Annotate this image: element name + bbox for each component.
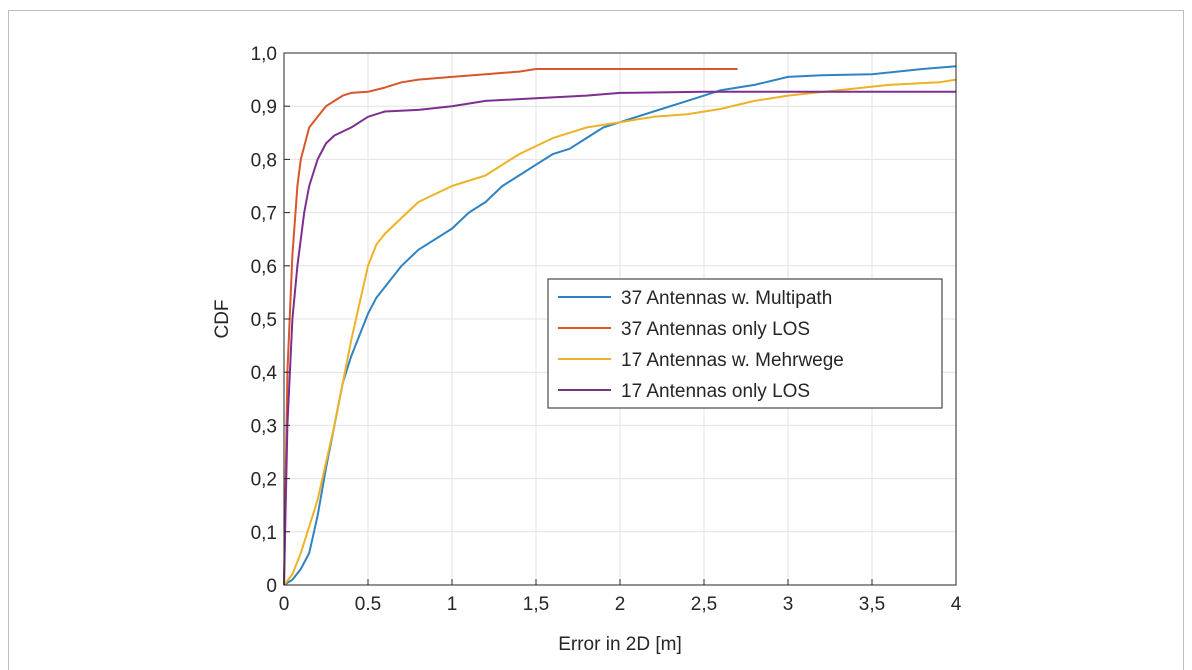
y-tick-label: 0,8 bbox=[251, 150, 277, 171]
y-tick-label: 0 bbox=[266, 576, 277, 597]
legend: 37 Antennas w. Multipath 37 Antennas only… bbox=[547, 278, 943, 409]
y-tick-label: 0,4 bbox=[251, 363, 278, 384]
x-tick-label: 1 bbox=[447, 594, 458, 615]
series-line-2 bbox=[283, 68, 738, 586]
series-line-4 bbox=[283, 90, 956, 586]
x-tick-label: 3 bbox=[783, 594, 794, 615]
legend-label: 17 Antennas w. Mehrwege bbox=[621, 350, 844, 371]
legend-label: 37 Antennas w. Multipath bbox=[621, 288, 832, 309]
figure-frame bbox=[8, 10, 1184, 670]
x-tick-label: 2 bbox=[615, 594, 626, 615]
legend-label: 37 Antennas only LOS bbox=[621, 319, 810, 340]
x-tick-label: 3,5 bbox=[859, 594, 885, 615]
x-tick-label: 1,5 bbox=[523, 594, 549, 615]
y-axis-label: CDF bbox=[212, 299, 233, 338]
x-tick-label: 4 bbox=[951, 594, 962, 615]
y-tick-label: 0,6 bbox=[251, 257, 277, 278]
y-tick-label: 0,1 bbox=[251, 523, 277, 544]
y-tick-label: 0,5 bbox=[251, 310, 277, 331]
x-tick-label: 0.5 bbox=[355, 594, 381, 615]
y-tick-label: 0,3 bbox=[251, 416, 277, 437]
legend-label: 17 Antennas only LOS bbox=[621, 381, 810, 402]
y-axis-ticks: 0 0,1 0,2 0,3 0,4 0,5 0,6 0,7 0,8 0,9 1,0 bbox=[251, 44, 290, 597]
x-axis-ticks: 0 0.5 1 1,5 2 2,5 3 3,5 4 bbox=[279, 579, 962, 615]
series-lines bbox=[283, 65, 957, 586]
y-tick-label: 0,9 bbox=[251, 97, 277, 118]
x-axis-label: Error in 2D [m] bbox=[558, 634, 682, 655]
series-line-3 bbox=[283, 78, 957, 586]
y-tick-label: 0,2 bbox=[251, 470, 277, 491]
x-tick-label: 2,5 bbox=[691, 594, 717, 615]
y-tick-label: 1,0 bbox=[251, 44, 277, 65]
x-tick-label: 0 bbox=[279, 594, 290, 615]
y-tick-label: 0,7 bbox=[251, 204, 277, 225]
legend-box bbox=[547, 278, 943, 409]
